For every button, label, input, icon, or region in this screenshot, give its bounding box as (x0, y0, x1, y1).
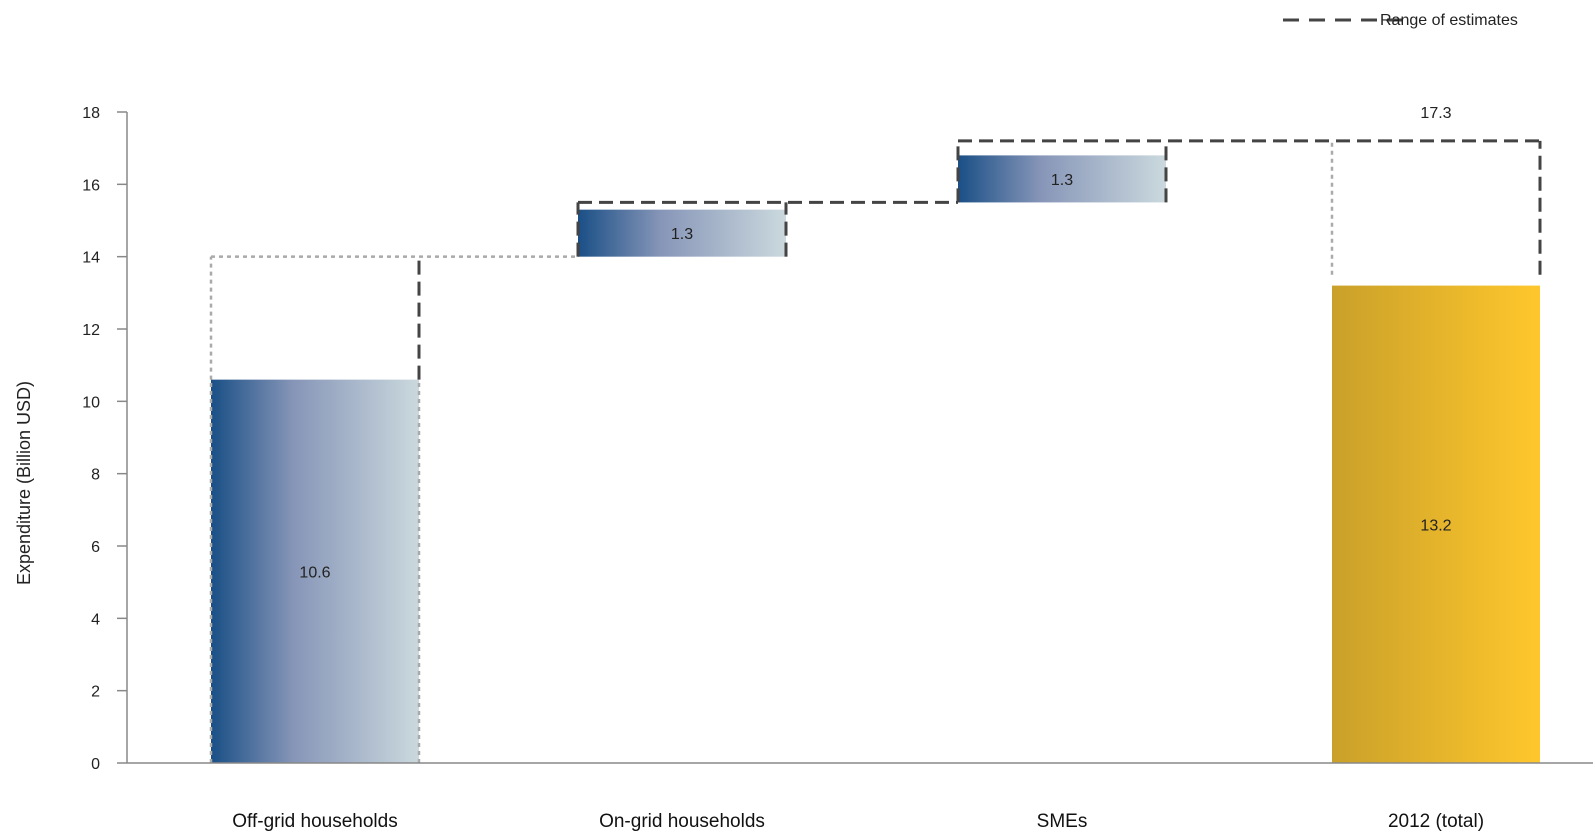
y-tick-label: 12 (82, 322, 100, 339)
bar (958, 155, 1166, 203)
legend: Range of estimates (1283, 12, 1518, 29)
y-tick-label: 16 (82, 177, 100, 194)
bar-value-label: 10.6 (299, 564, 330, 581)
y-tick-label: 0 (91, 756, 100, 773)
y-tick-label: 8 (91, 467, 100, 484)
x-category-label: SMEs (1037, 811, 1088, 832)
bar-value-label: 1.3 (671, 226, 693, 243)
y-axis: 0 2 4 6 8 10 12 14 16 18 (82, 105, 128, 773)
bar-value-label: 1.3 (1051, 172, 1073, 189)
y-tick-label: 6 (91, 539, 100, 556)
y-tick-label: 18 (82, 105, 100, 122)
y-tick-label: 2 (91, 684, 100, 701)
y-tick-label: 14 (82, 250, 100, 267)
x-category-label: On-grid households (599, 811, 765, 832)
bar (211, 379, 419, 763)
x-category-label: 2012 (total) (1388, 811, 1484, 832)
range-of-estimates (209, 139, 1542, 763)
bar (1332, 285, 1540, 763)
legend-label-range: Range of estimates (1380, 12, 1518, 29)
y-tick-label: 10 (82, 394, 100, 411)
bars (211, 155, 1540, 763)
x-axis: Off-grid households On-grid households SME… (127, 762, 1593, 832)
y-tick-label: 4 (91, 611, 100, 628)
range-max-label: 17.3 (1420, 105, 1451, 122)
y-axis-label: Expenditure (Billion USD) (14, 381, 34, 585)
value-labels: 10.6 1.3 1.3 13.2 17.3 (299, 105, 1451, 581)
bar-value-label: 13.2 (1420, 517, 1451, 534)
bar (578, 209, 786, 257)
x-category-label: Off-grid households (232, 811, 397, 832)
